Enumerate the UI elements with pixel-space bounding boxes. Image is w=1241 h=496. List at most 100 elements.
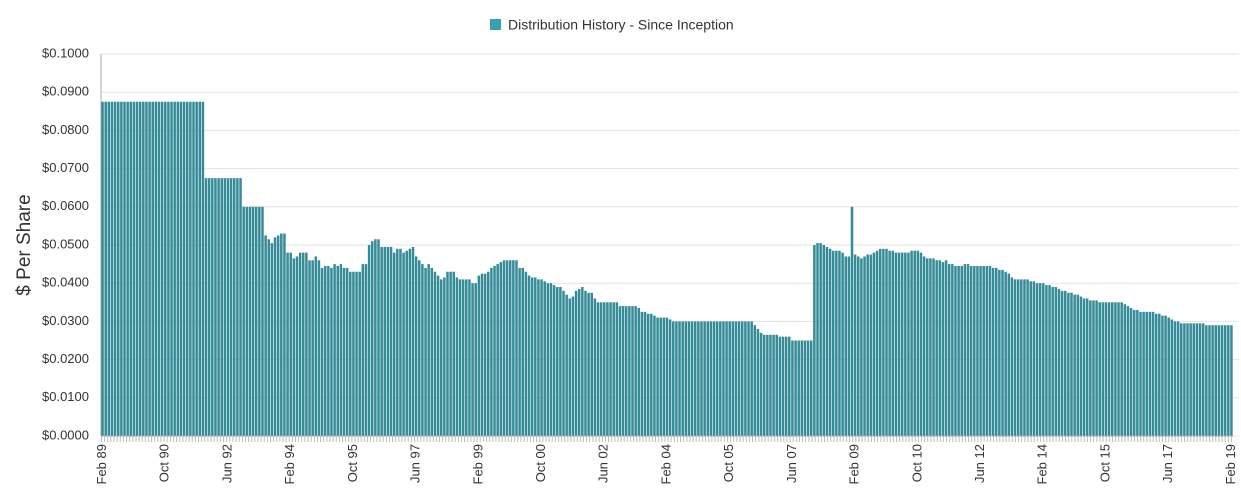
bar [722,321,725,436]
bar [587,292,590,436]
bar [672,321,675,436]
bar [919,252,923,436]
bar [1016,279,1020,436]
bar [681,321,684,436]
bar [496,264,499,436]
bar [1129,308,1133,436]
bar [1154,313,1158,436]
bar [305,252,308,436]
bar [741,321,744,436]
bar [443,277,446,436]
bar [772,334,775,436]
bar [524,271,528,436]
bar [1217,325,1221,436]
bar [1098,302,1101,436]
bar [850,206,854,436]
bar [590,292,593,436]
bar [1161,315,1164,436]
bar [355,271,358,436]
bar [493,266,496,436]
bar [427,264,430,436]
bar [276,235,280,436]
bar [1223,325,1227,436]
bar [875,250,879,436]
bar [314,256,318,436]
bar [239,178,242,436]
bar [1013,279,1017,436]
bar [1079,296,1083,436]
bar [308,260,311,436]
bar [976,266,979,436]
bar [913,250,916,436]
bar [292,258,296,436]
bar [1082,298,1086,436]
bar [452,271,456,436]
bar [778,336,782,436]
bar [1126,306,1130,436]
bar [1023,279,1026,436]
bar [1230,325,1233,436]
bar [1136,309,1139,436]
bar [1045,285,1048,436]
bar [1145,311,1149,436]
y-tick-label: $0.0700 [42,160,89,175]
bar [863,256,866,436]
bar [650,313,653,436]
bar [1170,319,1174,436]
bar [634,306,637,436]
bar [646,313,650,436]
bar [941,262,945,436]
bar [853,254,857,436]
bar [904,252,907,436]
bar [317,260,321,436]
y-tick-label: $0.0600 [42,198,89,213]
bar [179,101,183,436]
bar [756,329,760,436]
bar [643,311,647,436]
bar [258,206,261,436]
bar [1057,288,1061,436]
bar [383,246,387,436]
y-tick-label: $0.0200 [42,351,89,366]
bar [675,321,678,436]
bar [555,287,559,436]
bar [860,258,863,436]
bar [565,294,568,436]
bar [1029,281,1032,436]
bar [280,233,283,436]
bar [985,266,989,436]
bar [794,340,797,436]
bar [110,101,114,436]
bar [668,319,672,436]
bar [264,235,267,436]
bar [678,321,681,436]
bar [709,321,713,436]
y-axis-title: $ Per Share [14,194,35,295]
bar [1208,325,1211,436]
bar [170,101,173,436]
bar [624,306,628,436]
bar [311,260,314,436]
bar [167,101,170,436]
bar [857,256,860,436]
bar [142,101,145,436]
bar [433,271,437,436]
bar [612,302,615,436]
bar [969,266,973,436]
x-tick-label: Jun 12 [972,444,987,483]
bar [994,267,998,436]
x-tick-label: Feb 04 [658,444,673,484]
bar [929,258,932,436]
bar [1101,302,1105,436]
x-tick-label: Oct 05 [721,444,736,482]
bar [182,101,186,436]
bar [295,256,299,436]
bar [345,267,349,436]
bar [236,178,239,436]
bar [207,178,211,436]
bar [487,271,490,436]
bar [483,273,487,436]
bar [229,178,233,436]
bar [744,321,747,436]
